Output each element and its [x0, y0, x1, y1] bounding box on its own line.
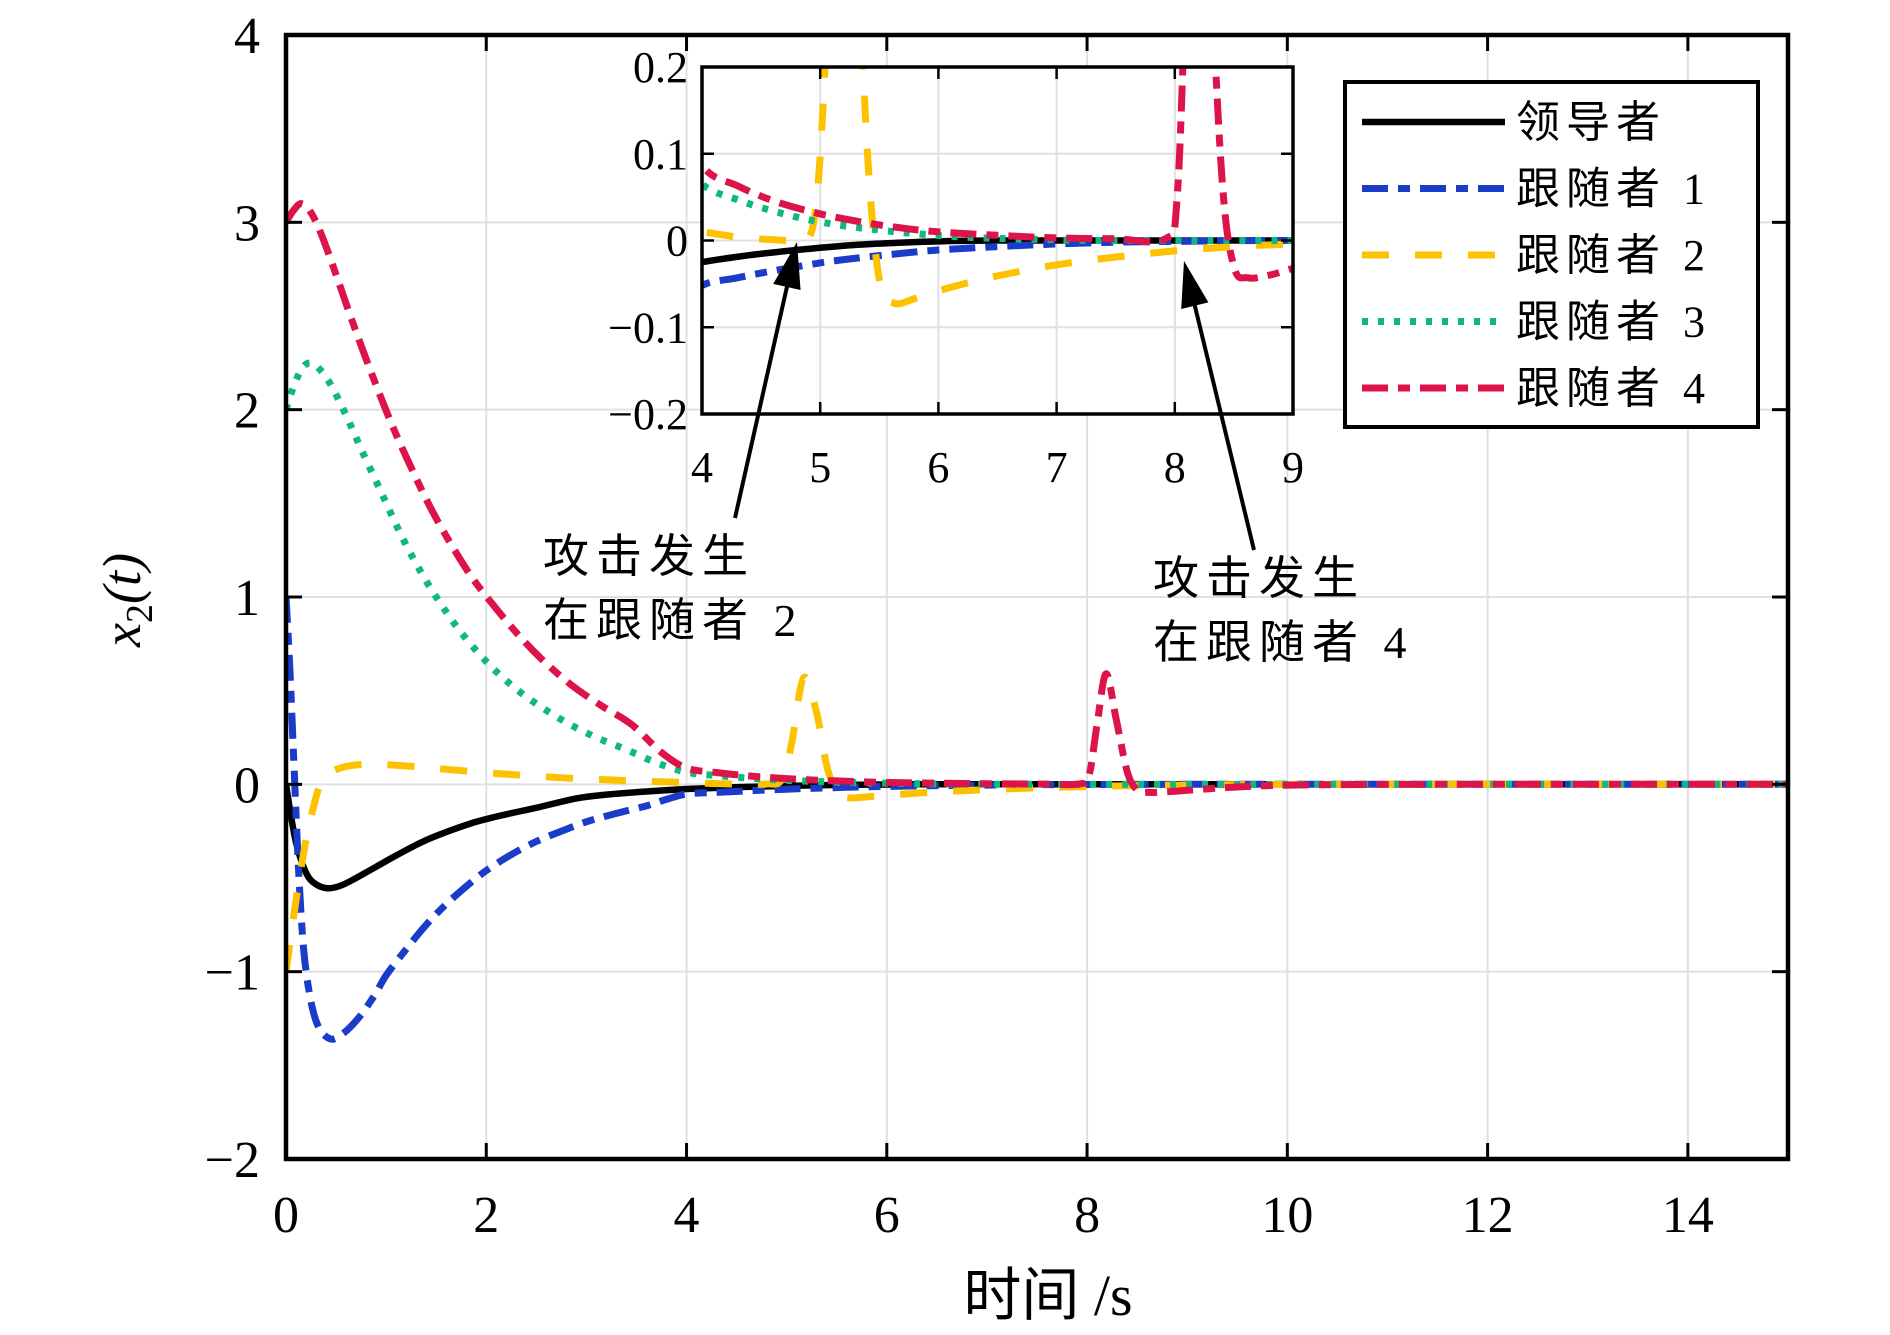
inset-y-tick-label: 0.1	[633, 130, 688, 179]
main-plot-border	[283, 32, 1791, 1162]
curve-follower2	[702, 67, 1293, 308]
main-curves	[286, 200, 1788, 1043]
y-tick-label: 4	[234, 8, 260, 65]
legend-item-label: 跟随者 4	[1516, 364, 1711, 413]
annotation-arrow-shaft	[733, 280, 791, 519]
inset-y-tick-label: 0	[666, 217, 688, 266]
annotation-arrow-shaft	[1191, 299, 1256, 551]
x-tick-label: 0	[273, 1187, 299, 1244]
annotation-text-line: 攻击发生	[543, 531, 755, 582]
inset-x-tick-label: 9	[1282, 443, 1304, 492]
annotation-arrowhead	[1181, 261, 1209, 310]
y-axis-label: x2(t)	[92, 553, 161, 648]
curve-follower1	[702, 236, 1293, 290]
legend-item-follower4: 跟随者 4	[1362, 364, 1711, 413]
legend-item-follower1: 跟随者 1	[1362, 165, 1711, 214]
inset-y-tick-label: −0.1	[608, 303, 688, 352]
x-tick-label: 4	[674, 1187, 700, 1244]
x-tick-label: 10	[1261, 1187, 1313, 1244]
legend-item-label: 跟随者 3	[1516, 298, 1711, 347]
legend-item-label: 跟随者 1	[1516, 165, 1711, 214]
y-axis-label-base: x	[92, 623, 152, 648]
inset-tick-labels: 4 5 6 7 8 9 −0.2 −0.1 0 0.1 0.2	[608, 43, 1304, 492]
y-tick-label: 0	[234, 757, 260, 814]
y-tick-label: −2	[205, 1132, 260, 1189]
y-tick-label: 1	[234, 570, 260, 627]
inset-x-tick-label: 4	[691, 443, 713, 492]
annotation-text-line: 在跟随者 2	[543, 595, 804, 646]
inset-x-tick-label: 5	[809, 443, 831, 492]
x-tick-label: 2	[473, 1187, 499, 1244]
legend-item-leader: 领导者	[1362, 98, 1666, 147]
annotation-arrowhead	[773, 242, 801, 290]
inset-x-tick-label: 7	[1046, 443, 1068, 492]
legend-item-label: 跟随者 2	[1516, 231, 1711, 280]
legend-item-follower3: 跟随者 3	[1362, 298, 1711, 347]
inset-y-tick-label: 0.2	[633, 43, 688, 92]
x-axis-label: 时间 /s	[963, 1263, 1132, 1328]
legend-item-label: 领导者	[1516, 98, 1666, 147]
y-axis-label-subscript: 2	[119, 604, 161, 623]
x-tick-label: 6	[874, 1187, 900, 1244]
inset-plot-border	[700, 65, 1295, 416]
y-tick-label: −1	[205, 945, 260, 1002]
legend-item-follower2: 跟随者 2	[1362, 231, 1711, 280]
x-tick-label: 8	[1074, 1187, 1100, 1244]
x-tick-label: 14	[1662, 1187, 1714, 1244]
x-tick-label: 12	[1462, 1187, 1514, 1244]
inset-x-tick-label: 8	[1164, 443, 1186, 492]
y-tick-label: 2	[234, 383, 260, 440]
annotation-text-line: 攻击发生	[1153, 553, 1365, 604]
legend-border	[1343, 80, 1760, 429]
inset-curves	[702, 67, 1293, 308]
curve-follower3	[286, 359, 1788, 788]
annotation-text-line: 在跟随者 4	[1153, 617, 1414, 668]
curve-follower4	[702, 67, 1293, 282]
y-axis-label-rest: (t)	[92, 553, 152, 604]
inset-x-tick-label: 6	[927, 443, 949, 492]
inset-y-tick-label: −0.2	[608, 390, 688, 439]
y-tick-label: 3	[234, 195, 260, 252]
